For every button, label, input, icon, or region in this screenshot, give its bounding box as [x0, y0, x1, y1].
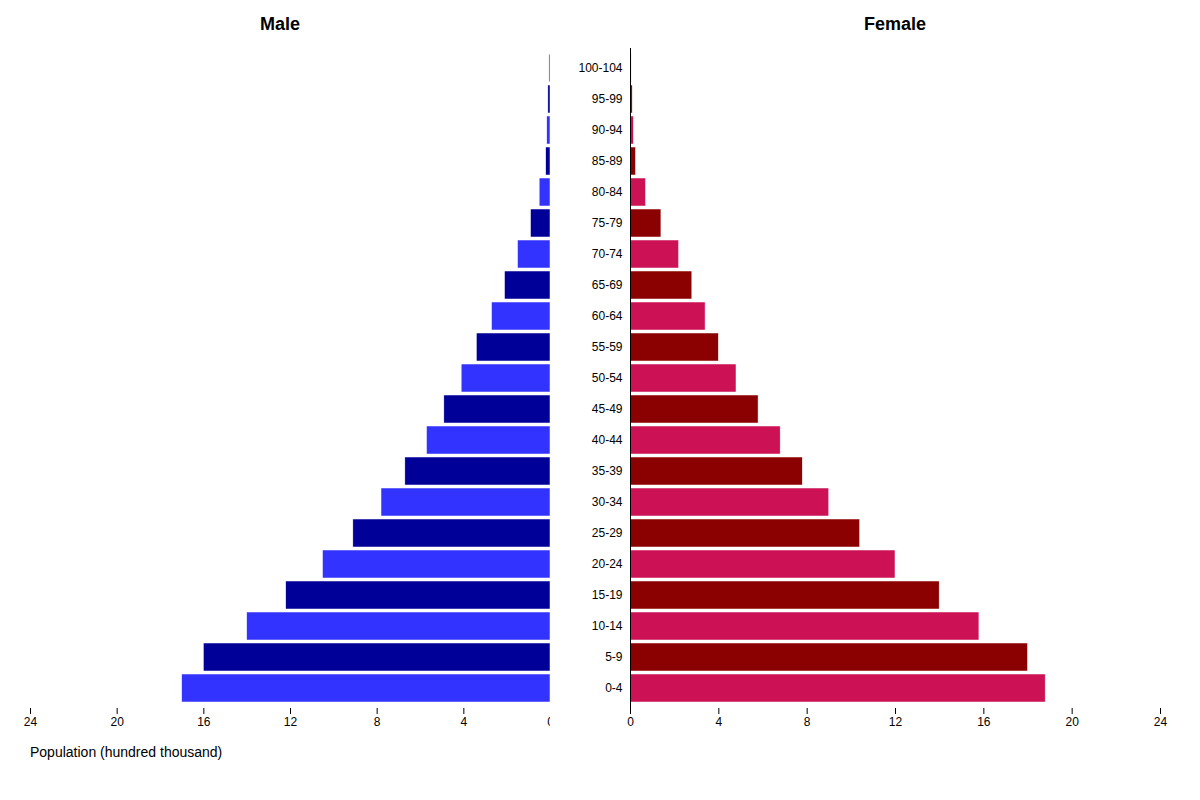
svg-text:40-44: 40-44 [592, 433, 623, 447]
svg-text:10-14: 10-14 [592, 619, 623, 633]
svg-text:16: 16 [977, 715, 991, 729]
svg-text:80-84: 80-84 [592, 185, 623, 199]
svg-text:20-24: 20-24 [592, 557, 623, 571]
svg-text:25-29: 25-29 [592, 526, 623, 540]
html-text:Male: Male [260, 14, 300, 34]
svg-text:15-19: 15-19 [592, 588, 623, 602]
svg-text:20: 20 [110, 715, 124, 729]
html-text:Population (hundred thousand): Population (hundred thousand) [30, 744, 223, 760]
html-text:Female: Female [864, 14, 926, 34]
svg-text:24: 24 [1154, 715, 1168, 729]
svg-text:85-89: 85-89 [592, 154, 623, 168]
svg-text:12: 12 [889, 715, 903, 729]
svg-text:50-54: 50-54 [592, 371, 623, 385]
svg-text:24: 24 [24, 715, 38, 729]
svg-text:4: 4 [715, 715, 722, 729]
svg-text:12: 12 [284, 715, 298, 729]
svg-text:0-4: 0-4 [605, 681, 623, 695]
svg-text:95-99: 95-99 [592, 92, 623, 106]
svg-text:8: 8 [374, 715, 381, 729]
svg-text:65-69: 65-69 [592, 278, 623, 292]
svg-text:4: 4 [460, 715, 467, 729]
svg-text:20: 20 [1065, 715, 1079, 729]
svg-text:35-39: 35-39 [592, 464, 623, 478]
svg-text:30-34: 30-34 [592, 495, 623, 509]
svg-text:60-64: 60-64 [592, 309, 623, 323]
svg-text:100-104: 100-104 [578, 61, 622, 75]
svg-text:5-9: 5-9 [605, 650, 623, 664]
svg-text:45-49: 45-49 [592, 402, 623, 416]
svg-text:0: 0 [627, 715, 634, 729]
svg-text:70-74: 70-74 [592, 247, 623, 261]
svg-text:55-59: 55-59 [592, 340, 623, 354]
svg-text:90-94: 90-94 [592, 123, 623, 137]
svg-text:0: 0 [547, 715, 550, 729]
svg-text:16: 16 [197, 715, 211, 729]
svg-text:8: 8 [804, 715, 811, 729]
svg-text:75-79: 75-79 [592, 216, 623, 230]
